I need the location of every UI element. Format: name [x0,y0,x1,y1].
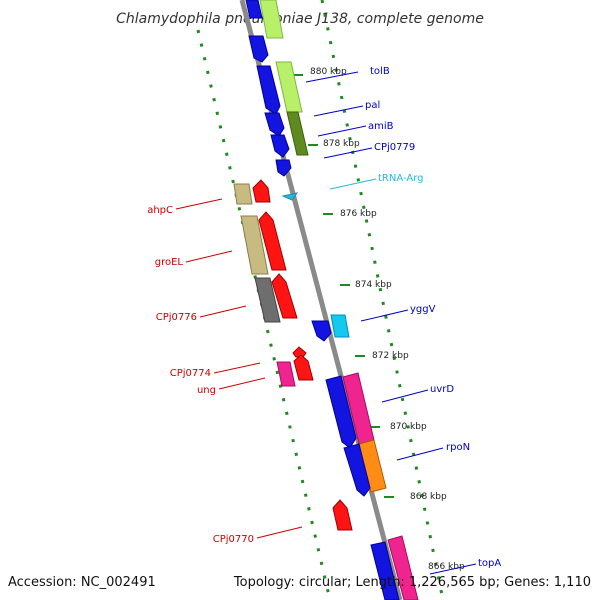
gene-label-tolB[interactable]: tolB [370,66,390,77]
gene-block-groEL-khaki[interactable] [240,215,269,275]
gene-label-ahpC[interactable]: ahpC [147,205,173,216]
connector-CPj0776 [199,305,247,318]
gene-arrow-CPj0770[interactable] [332,499,353,531]
connector-rpoN [396,447,444,461]
gene-arrow-small[interactable] [275,159,292,177]
gene-label-amiB[interactable]: amiB [368,121,394,132]
gene-block-ung-pink[interactable] [276,361,296,387]
kbp-label-872: 872 kbp [372,351,409,361]
gene-arrow-amiB[interactable] [264,112,285,137]
gene-arrow-yggV[interactable] [311,320,332,342]
gene-block-amiB[interactable] [286,111,309,156]
connector-CPj0774 [213,362,261,374]
kbp-label-878: 878 kbp [323,139,360,149]
gene-block-yggV-cyan[interactable] [330,314,350,338]
accession-text: Accession: NC_002491 [8,575,156,590]
gene-block-top-green[interactable] [259,0,284,39]
gene-label-CPj0776[interactable]: CPj0776 [156,312,197,323]
gene-label-topA[interactable]: topA [478,558,501,569]
connector-pal [313,105,364,117]
gene-block-ahpC-khaki[interactable] [233,183,253,205]
gene-label-yggV[interactable]: yggV [410,304,436,315]
gene-arrow-rpoN[interactable] [343,443,371,497]
gene-arrow-top-2[interactable] [248,35,269,63]
kbp-label-876: 876 kbp [340,209,377,219]
gene-arrow-groEL[interactable] [258,211,287,271]
connector-ahpC [175,198,223,210]
connector-CPj0770 [256,526,303,539]
gene-block-CPj0776-gray[interactable] [254,277,281,323]
connector-tolB [305,71,359,83]
gene-arrow-pal[interactable] [256,65,281,115]
gene-label-CPj0770[interactable]: CPj0770 [213,534,254,545]
gene-arrow-uvrD[interactable] [325,375,357,449]
connector-amiB [317,125,367,137]
connector-yggV [360,309,409,322]
gene-block-tolB[interactable] [275,61,303,113]
kbp-label-866: 866 kbp [428,562,465,572]
connector-groEL [185,250,233,263]
kbp-label-868: 868 kbp [410,492,447,502]
genome-title: Chlamydophila pneumoniae J138, complete … [116,11,484,27]
gene-label-CPj0779[interactable]: CPj0779 [374,142,415,153]
gene-label-rpoN[interactable]: rpoN [446,442,470,453]
gene-label-CPj0774[interactable]: CPj0774 [170,368,211,379]
gene-arrow-CPj0774[interactable] [292,346,307,358]
gene-arrow-topA[interactable] [370,541,400,600]
gene-label-uvrD[interactable]: uvrD [430,384,454,395]
gene-label-tRNA-Arg[interactable]: tRNA-Arg [378,173,423,184]
gene-arrow-CPj0776[interactable] [271,273,298,319]
kbp-label-874: 874 kbp [355,280,392,290]
connector-ung [218,377,266,390]
genome-summary-text: Topology: circular; Length: 1,226,565 bp… [233,575,591,590]
gene-arrow-CPj0779[interactable] [270,134,290,158]
connector-uvrD [381,389,429,403]
gene-block-topA-pink[interactable] [387,535,419,600]
connector-topA [429,563,477,575]
trna-arg-marker[interactable] [281,192,299,201]
connector-CPj0779 [323,147,373,159]
gene-label-ung[interactable]: ung [197,385,216,396]
gene-arrow-ahpC[interactable] [252,179,271,203]
connector-tRNA-Arg [329,178,377,190]
kbp-label-870: 870 kbp [390,422,427,432]
gene-arrow-top-1[interactable] [245,0,263,19]
gene-label-pal[interactable]: pal [365,100,380,111]
kbp-label-880: 880 kbp [310,67,347,77]
gene-label-groEL[interactable]: groEL [155,257,184,268]
gene-arrow-ung[interactable] [293,354,314,381]
